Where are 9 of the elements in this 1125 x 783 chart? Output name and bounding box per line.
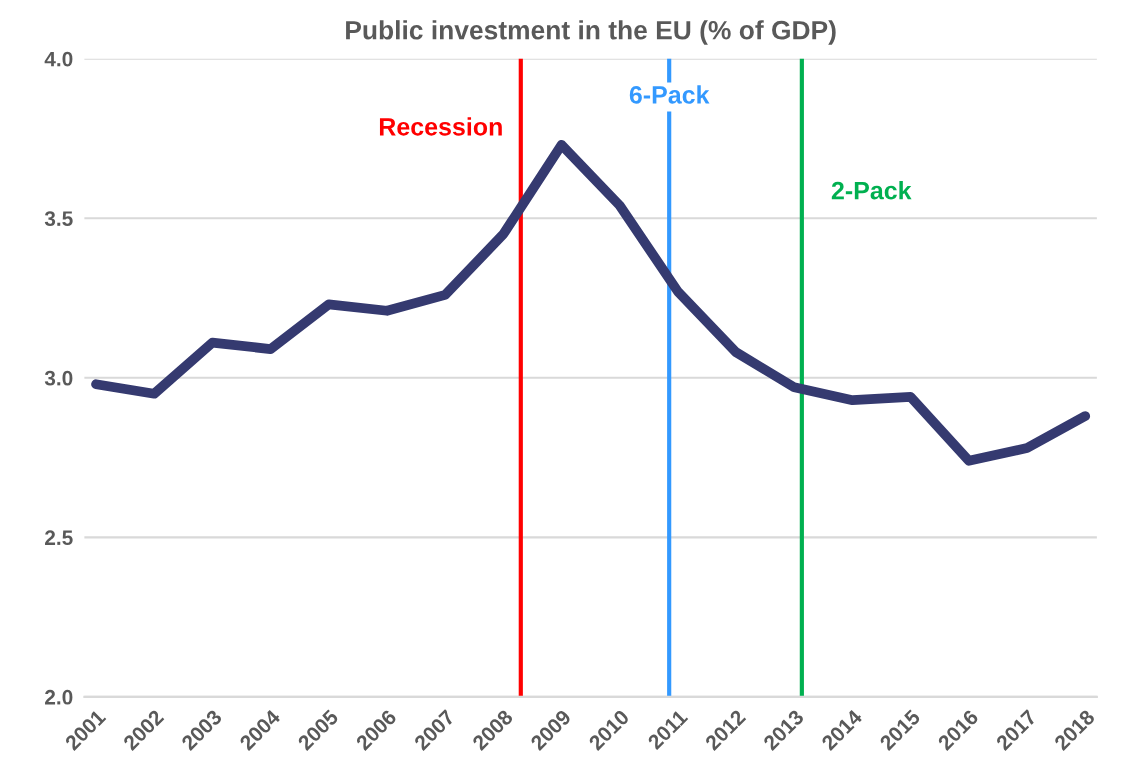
ref-line-label: Recession <box>379 117 502 136</box>
chart-title: Public investment in the EU (% of GDP) <box>346 20 836 45</box>
ref-line-label: 2-Pack <box>831 181 912 200</box>
y-tick-label: 2.5 <box>45 530 73 546</box>
y-tick-label: 3.5 <box>44 211 73 227</box>
y-tick-label: 3.0 <box>44 370 73 386</box>
y-tick-label: 2.0 <box>45 689 73 705</box>
y-tick-label: 4.0 <box>44 51 73 67</box>
ref-line-label: 6-Pack <box>629 85 710 104</box>
